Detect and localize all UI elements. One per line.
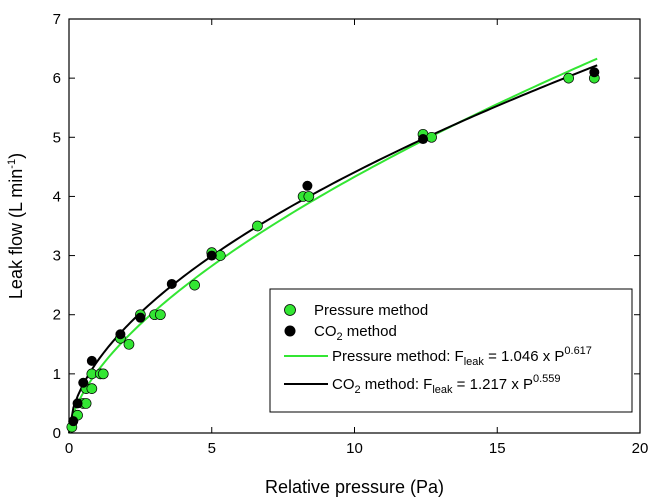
legend-label-pressure-fit: Pressure method: Fleak = 1.046 x P0.617 (332, 345, 592, 368)
y-axis-label: Leak flow (L min-1) (6, 153, 26, 299)
co2-point (115, 329, 126, 340)
co2-point (418, 134, 429, 145)
y-tick-label: 7 (53, 11, 61, 28)
y-tick-label: 5 (53, 129, 61, 146)
pressure-point (86, 383, 98, 394)
co2-point (302, 180, 313, 191)
y-tick-label: 4 (53, 188, 61, 205)
x-tick-label: 5 (208, 440, 216, 457)
co2-point (589, 67, 600, 78)
x-axis: 0 5 10 15 20 (65, 19, 649, 457)
legend-label-co2-fit: CO2 method: Fleak = 1.217 x P0.559 (332, 373, 561, 396)
pressure-point (123, 338, 135, 350)
legend-marker-co2 (284, 325, 296, 337)
pressure-point (426, 131, 437, 143)
legend-box (269, 288, 633, 413)
fit-line (68, 64, 598, 434)
co2-point (86, 355, 97, 366)
y-tick-label: 1 (53, 366, 61, 383)
legend: Pressure method CO2 method Pressure meth… (269, 288, 633, 413)
co2-point (72, 398, 83, 409)
co2-point (68, 416, 79, 427)
fit-line (68, 57, 598, 434)
x-tick-label: 15 (489, 440, 506, 457)
x-tick-label: 10 (346, 440, 363, 457)
data-points (66, 67, 600, 433)
x-axis-label: Relative pressure (Pa) (265, 477, 444, 497)
y-tick-label: 0 (53, 425, 61, 442)
pressure-point (214, 250, 226, 261)
co2-point (135, 312, 146, 323)
co2-point (206, 250, 217, 261)
pressure-point (303, 191, 315, 202)
pressure-point (155, 309, 166, 321)
y-tick-label: 2 (53, 307, 61, 324)
x-tick-label: 0 (65, 440, 73, 457)
pressure-point (563, 72, 574, 84)
pressure-point (189, 279, 200, 291)
legend-label-pressure: Pressure method (314, 302, 428, 319)
x-tick-label: 20 (632, 440, 649, 457)
y-tick-label: 3 (53, 248, 61, 265)
legend-marker-pressure (284, 304, 296, 316)
pressure-point (80, 398, 92, 409)
y-tick-label: 6 (53, 70, 61, 87)
pressure-point (252, 220, 263, 232)
fit-lines (68, 57, 598, 434)
y-axis: 0 1 2 3 4 5 6 7 (53, 11, 640, 442)
pressure-point (97, 368, 109, 380)
legend-label-co2: CO2 method (314, 323, 397, 343)
co2-point (166, 278, 177, 289)
co2-point (78, 377, 89, 388)
